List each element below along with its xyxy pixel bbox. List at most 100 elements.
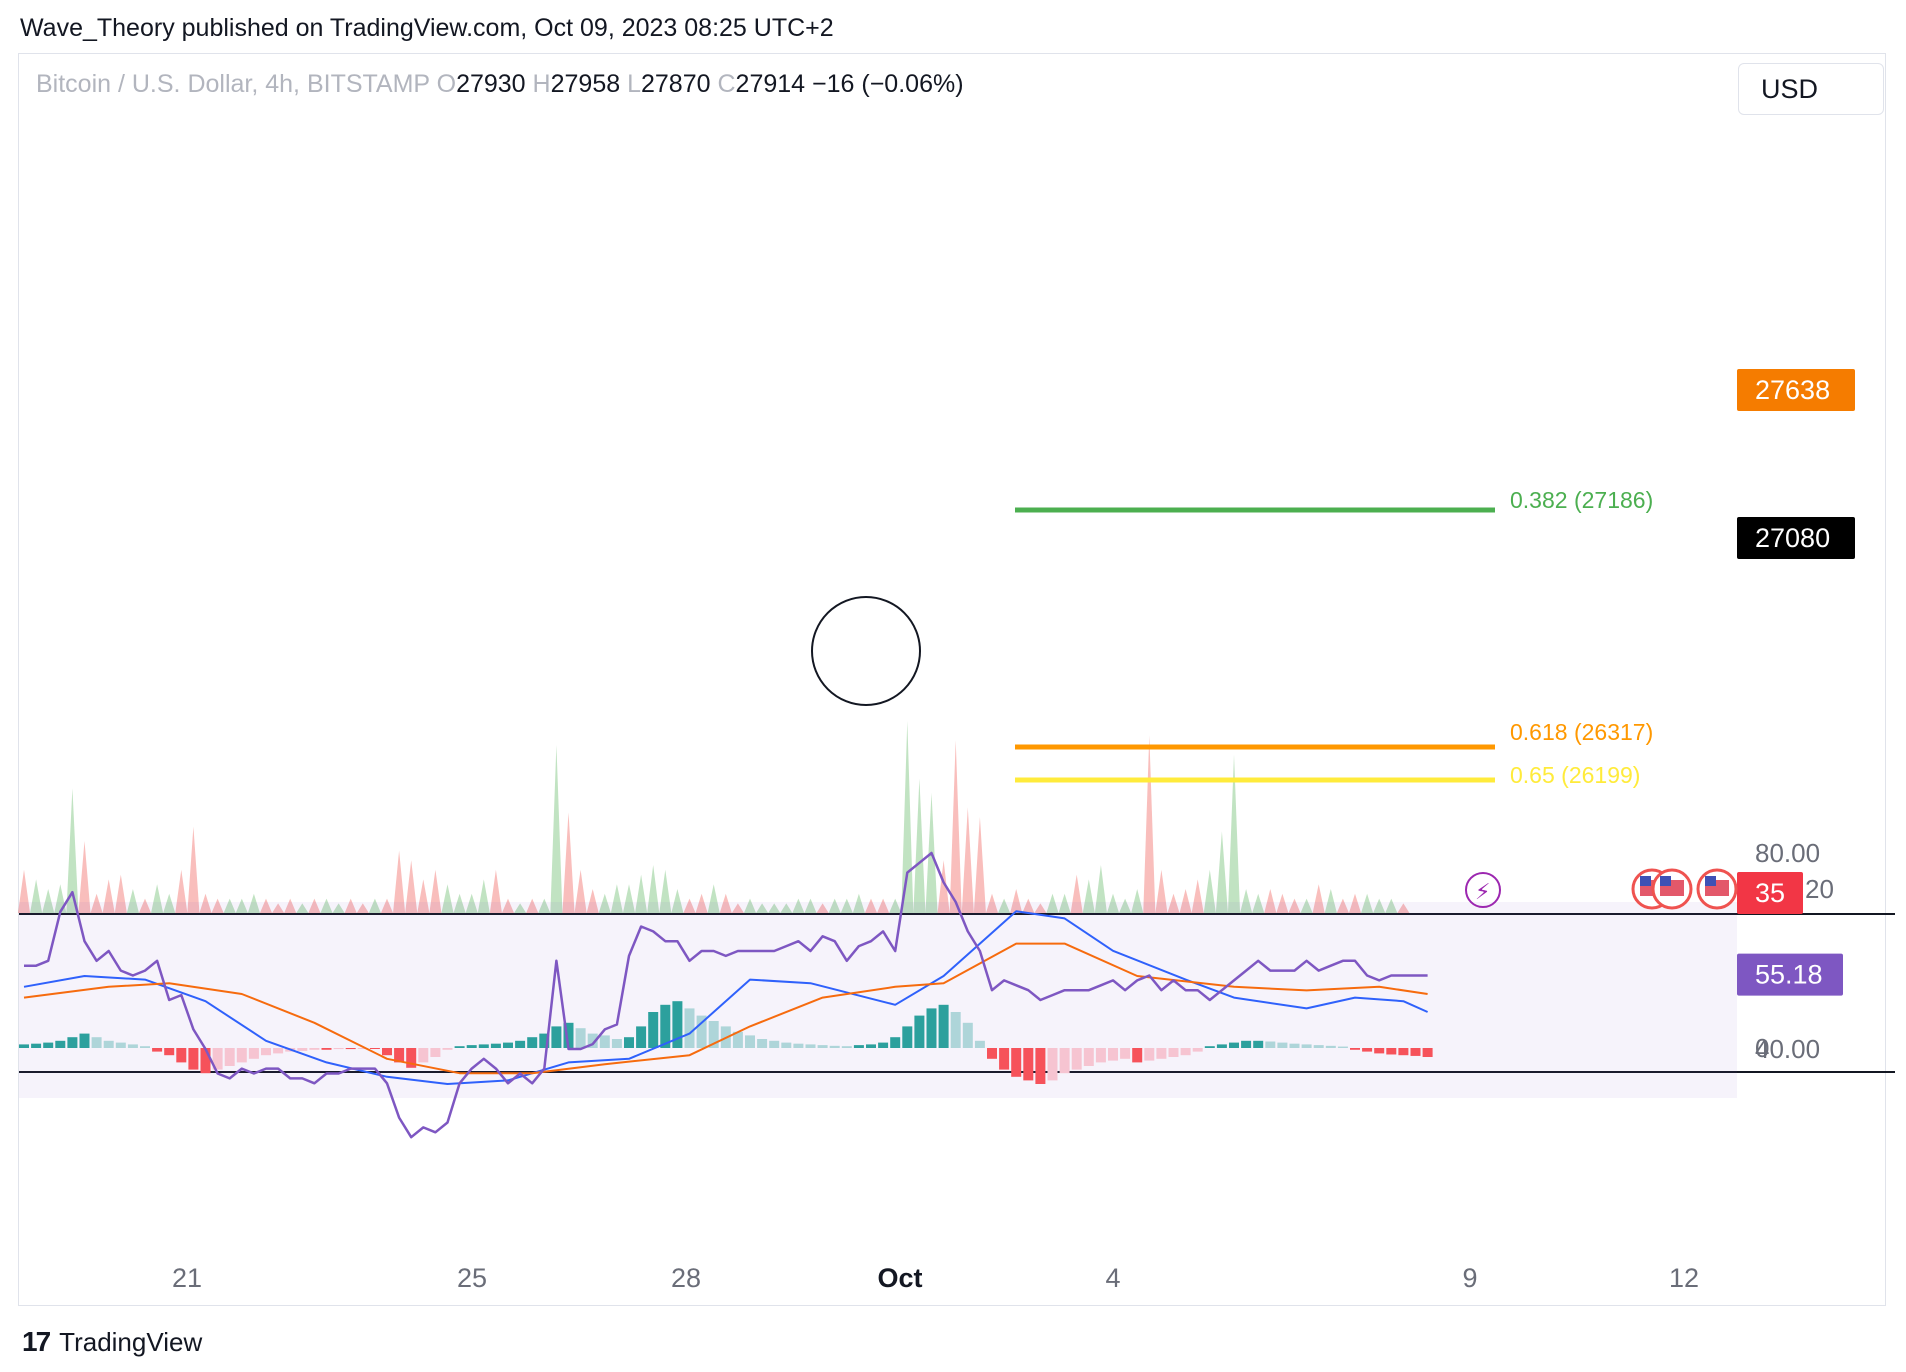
volume-bar (780, 903, 793, 913)
volume-tag-bg (1737, 872, 1803, 914)
macd-pane: 2000 (19, 910, 1798, 1085)
volume-bar (949, 740, 962, 913)
footer-brand[interactable]: 17 TradingView (22, 1326, 202, 1358)
volume-bar (223, 898, 236, 913)
rsi-axis-tick-80.00: 80.00 (1755, 838, 1820, 868)
macd-histogram-bar (164, 1048, 175, 1056)
macd-histogram-bar (1120, 1048, 1131, 1059)
volume-bar (1131, 889, 1144, 913)
macd-histogram-bar (866, 1044, 876, 1048)
volume-bar (1082, 879, 1095, 913)
macd-histogram-bar (357, 1048, 368, 1049)
volume-bar (332, 903, 345, 913)
macd-histogram-bar (1410, 1048, 1421, 1056)
macd-histogram-bar (1083, 1048, 1094, 1066)
currency-selector[interactable]: USD (1738, 63, 1884, 115)
macd-histogram-bar (1398, 1048, 1409, 1056)
macd-histogram-bar (345, 1048, 356, 1050)
partial-axis-tick: 20 (1805, 874, 1834, 904)
macd-histogram-bar (200, 1048, 211, 1074)
macd-histogram-bar (1023, 1048, 1034, 1081)
volume-bar (66, 788, 79, 913)
volume-bar (1264, 889, 1277, 913)
macd-histogram-bar (91, 1037, 102, 1048)
macd-histogram-bar (1192, 1048, 1203, 1052)
macd-histogram-bar (829, 1045, 840, 1048)
us-flag-canton (1660, 876, 1671, 886)
volume-bar (973, 817, 986, 913)
volume-bar (671, 889, 684, 913)
volume-bar (1191, 879, 1204, 913)
macd-histogram-bar (950, 1012, 961, 1048)
macd-histogram-bar (624, 1037, 634, 1048)
macd-histogram-bar (442, 1048, 453, 1050)
volume-bar (877, 898, 890, 913)
macd-histogram-bar (817, 1045, 828, 1048)
volume-bar (901, 721, 914, 913)
macd-histogram-bar (454, 1046, 465, 1048)
macd-histogram-bar (1374, 1048, 1385, 1054)
volume-bar (961, 807, 974, 913)
volume-bar (163, 893, 176, 913)
macd-histogram-bar (1325, 1045, 1336, 1048)
volume-bar (792, 898, 805, 913)
volume-bar (199, 893, 212, 913)
open-label: O (436, 70, 457, 98)
volume-bar (308, 898, 321, 913)
macd-histogram-bar (938, 1004, 949, 1048)
us-flag-canton (1640, 876, 1651, 886)
circle-annotation (811, 596, 921, 706)
tradingview-logo-icon: 17 (22, 1326, 51, 1357)
volume-bar (1119, 898, 1132, 913)
volume-bar (683, 898, 696, 913)
macd-histogram-bar (1229, 1042, 1239, 1048)
macd-histogram-bar (1011, 1048, 1022, 1077)
volume-bar (635, 874, 648, 913)
volume-bar (1215, 831, 1228, 913)
volume-bar (610, 884, 623, 913)
macd-histogram-bar (1422, 1048, 1433, 1057)
macd-histogram-bar (406, 1048, 417, 1068)
volume-bar (562, 812, 575, 913)
volume-bar (1336, 898, 1349, 913)
volume-bar (126, 889, 139, 913)
ema50-tag-bg (1737, 369, 1855, 411)
volume-bar (1143, 735, 1156, 913)
macd-histogram-bar (466, 1045, 477, 1048)
volume-bar (985, 893, 999, 913)
macd-histogram-bar (708, 1021, 719, 1048)
macd-histogram-bar (478, 1044, 489, 1048)
volume-bar (356, 903, 369, 913)
macd-histogram-bar (261, 1048, 271, 1056)
macd-histogram-bar (1362, 1048, 1373, 1052)
volume-bar (138, 898, 152, 913)
time-axis-tick-4: 4 (1105, 1263, 1120, 1293)
volume-bar (1058, 893, 1071, 913)
ema200-tag-bg (1737, 517, 1855, 559)
macd-histogram-bar (297, 1048, 308, 1051)
volume-bar (1373, 898, 1386, 913)
volume-bar (187, 826, 200, 913)
macd-histogram-bar (31, 1043, 42, 1048)
fib-label-2: 0.65 (26199) (1510, 762, 1640, 788)
volume-bar (550, 745, 563, 913)
macd-histogram-bar (684, 1008, 695, 1048)
macd-histogram-bar (369, 1048, 380, 1049)
publisher-line: Wave_Theory published on TradingView.com… (20, 14, 834, 42)
macd-histogram-bar (152, 1048, 163, 1052)
volume-tag: 35 (1755, 878, 1785, 908)
volume-bar (1046, 893, 1059, 913)
us-flag-canton (1705, 876, 1716, 886)
low-label: L (627, 70, 641, 98)
macd-histogram-bar (418, 1048, 429, 1063)
volume-bar (17, 869, 31, 913)
volume-bar (30, 879, 43, 913)
volume-bar (320, 898, 333, 913)
rsi-axis-tick-40.00: 40.00 (1755, 1034, 1820, 1064)
volume-bar (1034, 903, 1047, 913)
rsi-pane: 80.00 40.00 55.18 (19, 838, 1843, 1139)
ema50-tag: 27638 (1755, 375, 1830, 405)
macd-histogram-bar (527, 1037, 538, 1048)
macd-histogram-bar (587, 1033, 598, 1048)
